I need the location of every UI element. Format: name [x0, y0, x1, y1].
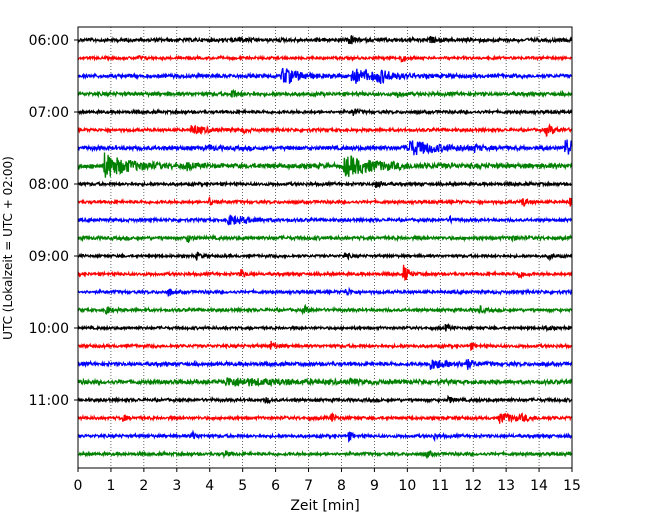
trace-0915: [77, 264, 573, 282]
trace-0815: [77, 195, 573, 207]
trace-0600: [77, 35, 573, 45]
trace-0830: [77, 214, 573, 226]
y-tick-label: 11:00: [29, 393, 69, 409]
y-tick-label: 10:00: [29, 321, 69, 337]
x-tick-label: 4: [205, 478, 214, 494]
trace-0845: [77, 233, 573, 243]
x-tick-label: 5: [238, 478, 247, 494]
x-tick-label: 0: [74, 478, 83, 494]
x-tick-label: 8: [337, 478, 346, 494]
x-tick-label: 14: [530, 478, 548, 494]
y-tick-label: 08:00: [29, 177, 69, 193]
x-tick-label: 15: [563, 478, 581, 494]
x-tick-label: 12: [464, 478, 482, 494]
x-tick-label: 11: [431, 478, 449, 494]
trace-0630: [77, 67, 573, 85]
x-axis-ticks: 0 1 2 3 4 5 6 7 8 9 10 11 12 13 14 15: [74, 468, 581, 494]
trace-0945: [77, 303, 573, 316]
trace-0645: [77, 88, 573, 99]
trace-0700: [77, 107, 573, 117]
x-tick-label: 10: [398, 478, 416, 494]
trace-1000: [77, 322, 573, 333]
y-axis-label: UTC (Lokalzeit = UTC + 02:00): [1, 156, 15, 340]
trace-1045: [77, 377, 573, 388]
trace-0715: [77, 123, 573, 137]
plot-frame: [77, 26, 573, 469]
x-tick-label: 1: [106, 478, 115, 494]
trace-0800: [77, 179, 573, 189]
y-tick-label: 09:00: [29, 249, 69, 265]
trace-0930: [77, 286, 573, 297]
y-axis-ticks: 06:00 07:00 08:00 09:00 10:00 11:00: [29, 33, 78, 409]
x-tick-label: 9: [370, 478, 379, 494]
trace-1015: [77, 340, 573, 352]
trace-1130: [77, 429, 573, 443]
y-tick-label: 06:00: [29, 33, 69, 49]
x-tick-label: 2: [139, 478, 148, 494]
x-tick-label: 6: [271, 478, 280, 494]
trace-group: [77, 35, 573, 460]
trace-1145: [77, 449, 573, 460]
x-tick-label: 7: [304, 478, 313, 494]
trace-0745: [77, 152, 573, 178]
x-tick-label: 13: [497, 478, 515, 494]
trace-0900: [77, 251, 573, 262]
trace-1115: [77, 412, 573, 424]
x-axis-label: Zeit [min]: [290, 498, 359, 514]
x-tick-label: 3: [172, 478, 181, 494]
trace-0730: [77, 139, 573, 156]
trace-1100: [77, 394, 573, 405]
trace-0615: [77, 53, 573, 63]
y-tick-label: 07:00: [29, 105, 69, 121]
trace-1030: [77, 358, 573, 370]
